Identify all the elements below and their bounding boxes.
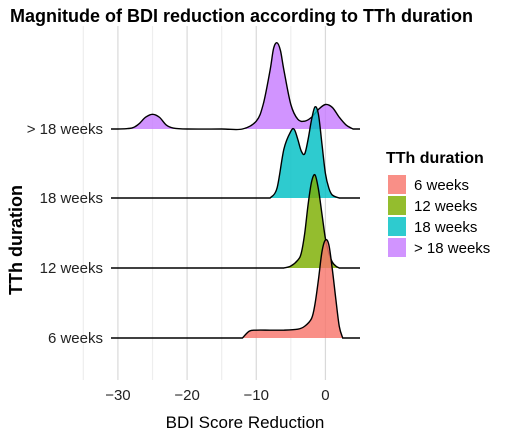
y-tick-label: 6 weeks bbox=[48, 330, 103, 347]
ridge-area bbox=[242, 239, 343, 338]
y-tick-label: 12 weeks bbox=[40, 260, 103, 277]
legend-entry: 12 weeks bbox=[414, 198, 477, 215]
ridge-area bbox=[117, 42, 354, 130]
ridge-6-weeks bbox=[111, 238, 360, 339]
legend-entry: 18 weeks bbox=[414, 219, 477, 236]
x-tick-label: 0 bbox=[321, 387, 329, 404]
legend-swatch bbox=[388, 196, 406, 215]
x-tick-label: −20 bbox=[174, 387, 199, 404]
ridge-outline bbox=[111, 238, 360, 339]
legend-swatch bbox=[388, 175, 406, 194]
legend-swatch bbox=[388, 238, 406, 257]
x-tick-label: −10 bbox=[244, 387, 269, 404]
ridge-area bbox=[270, 106, 340, 198]
ridge-18-weeks bbox=[111, 106, 360, 199]
chart-title: Magnitude of BDI reduction according to … bbox=[10, 6, 473, 26]
y-axis-label: TTh duration bbox=[6, 185, 26, 295]
legend-entry: > 18 weeks bbox=[414, 240, 490, 257]
legend-swatch bbox=[388, 217, 406, 236]
legend-title: TTh duration bbox=[386, 150, 484, 167]
y-tick-label: 18 weeks bbox=[40, 190, 103, 207]
x-axis-label: BDI Score Reduction bbox=[166, 413, 325, 432]
ridge-18-weeks bbox=[111, 42, 360, 131]
y-tick-label: > 18 weeks bbox=[27, 121, 103, 138]
ridge-outline bbox=[111, 106, 360, 199]
legend-entry: 6 weeks bbox=[414, 177, 469, 194]
x-tick-label: −30 bbox=[105, 387, 130, 404]
ridge-outline bbox=[111, 42, 360, 131]
